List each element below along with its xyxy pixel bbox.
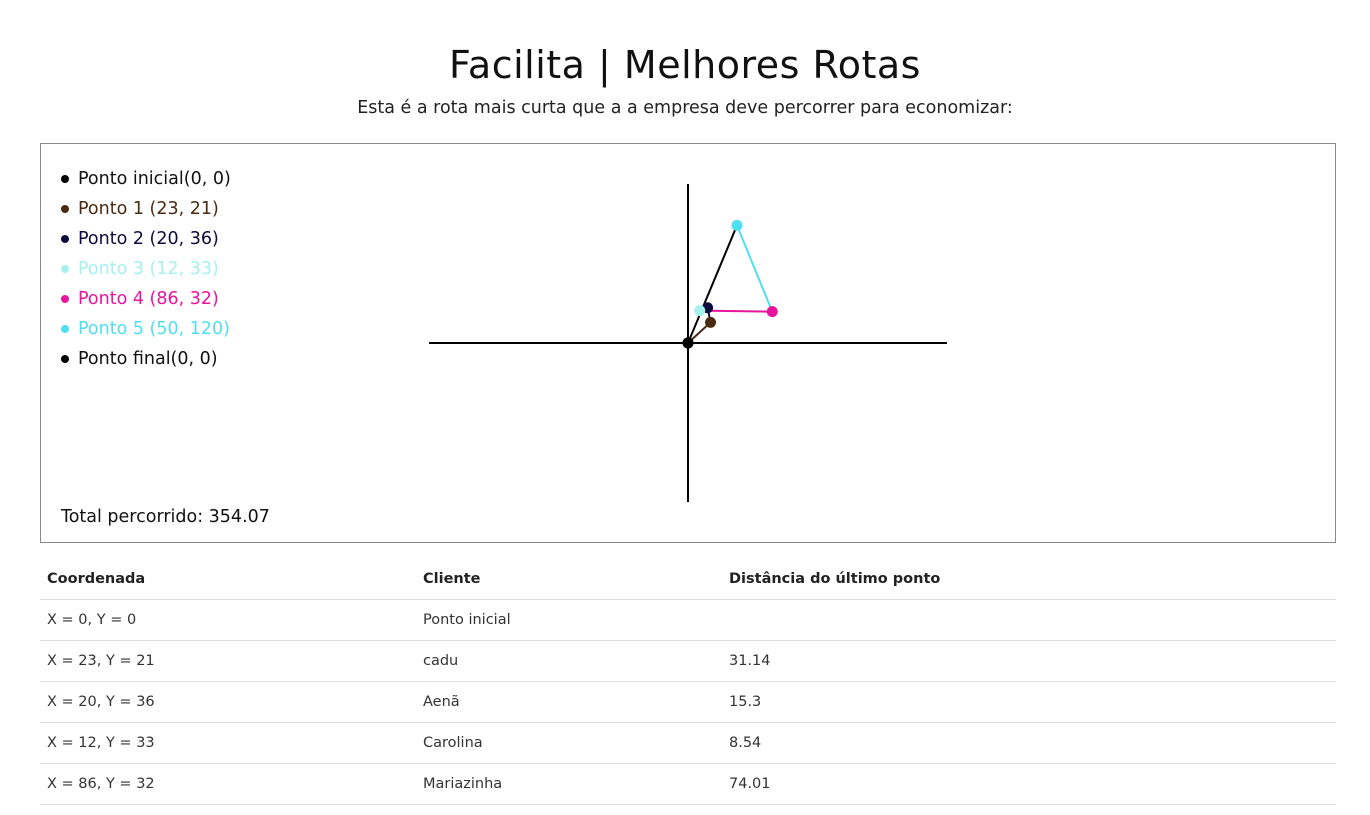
legend-label: Ponto inicial(0, 0): [78, 169, 231, 189]
legend-item: Ponto 1 (23, 21): [61, 194, 231, 224]
cell-client: cadu: [416, 640, 722, 682]
routes-table: Coordenada Cliente Distância do último p…: [40, 559, 1336, 805]
route-point: [766, 306, 778, 318]
legend-label: Ponto 2 (20, 36): [78, 229, 219, 249]
route-chart: [429, 184, 947, 502]
cell-distance: [722, 599, 1336, 641]
legend-dot-icon: [61, 295, 69, 303]
cell-distance: 15.3: [722, 681, 1336, 723]
cell-distance: 74.01: [722, 763, 1336, 805]
legend-item: Ponto final(0, 0): [61, 344, 231, 374]
legend-item: Ponto 2 (20, 36): [61, 224, 231, 254]
cell-client: Ponto inicial: [416, 599, 722, 641]
legend-item: Ponto 5 (50, 120): [61, 314, 231, 344]
column-header-distance: Distância do último ponto: [722, 559, 1336, 600]
route-points: [682, 219, 778, 349]
cell-distance: 31.14: [722, 640, 1336, 682]
table-row: X = 86, Y = 32 Mariazinha 74.01: [40, 763, 1336, 805]
route-segment: [736, 225, 774, 313]
cell-client: Aenã: [416, 681, 722, 723]
route-legend: Ponto inicial(0, 0) Ponto 1 (23, 21) Pon…: [61, 164, 231, 374]
table-row: X = 0, Y = 0 Ponto inicial: [40, 599, 1336, 641]
route-point: [705, 316, 717, 328]
route-segment: [687, 225, 738, 344]
legend-item: Ponto 3 (12, 33): [61, 254, 231, 284]
route-segments: [687, 225, 774, 344]
legend-label: Ponto final(0, 0): [78, 349, 218, 369]
legend-label: Ponto 1 (23, 21): [78, 199, 219, 219]
column-header-client: Cliente: [416, 559, 722, 600]
legend-dot-icon: [61, 175, 69, 183]
legend-dot-icon: [61, 235, 69, 243]
route-panel: Ponto inicial(0, 0) Ponto 1 (23, 21) Pon…: [40, 143, 1336, 543]
cell-coordinate: X = 0, Y = 0: [40, 599, 416, 641]
route-point: [682, 337, 694, 349]
legend-dot-icon: [61, 205, 69, 213]
cell-coordinate: X = 23, Y = 21: [40, 640, 416, 682]
cell-coordinate: X = 20, Y = 36: [40, 681, 416, 723]
cell-coordinate: X = 12, Y = 33: [40, 722, 416, 764]
page-title: Facilita | Melhores Rotas: [449, 43, 921, 87]
table-header-row: Coordenada Cliente Distância do último p…: [40, 559, 1336, 600]
total-distance: Total percorrido: 354.07: [61, 507, 270, 527]
legend-item: Ponto inicial(0, 0): [61, 164, 231, 194]
cell-client: Mariazinha: [416, 763, 722, 805]
legend-item: Ponto 4 (86, 32): [61, 284, 231, 314]
legend-label: Ponto 4 (86, 32): [78, 289, 219, 309]
page-subtitle: Esta é a rota mais curta que a a empresa…: [357, 98, 1013, 118]
legend-dot-icon: [61, 355, 69, 363]
table-row: X = 20, Y = 36 Aenã 15.3: [40, 681, 1336, 723]
table-row: X = 12, Y = 33 Carolina 8.54: [40, 722, 1336, 764]
cell-distance: 8.54: [722, 722, 1336, 764]
legend-label: Ponto 5 (50, 120): [78, 319, 231, 339]
legend-dot-icon: [61, 325, 69, 333]
cell-coordinate: X = 86, Y = 32: [40, 763, 416, 805]
cell-client: Carolina: [416, 722, 722, 764]
route-point: [731, 219, 743, 231]
table-row: X = 23, Y = 21 cadu 31.14: [40, 640, 1336, 682]
legend-dot-icon: [61, 265, 69, 273]
legend-label: Ponto 3 (12, 33): [78, 259, 219, 279]
route-point: [694, 305, 706, 317]
column-header-coordinate: Coordenada: [40, 559, 416, 600]
